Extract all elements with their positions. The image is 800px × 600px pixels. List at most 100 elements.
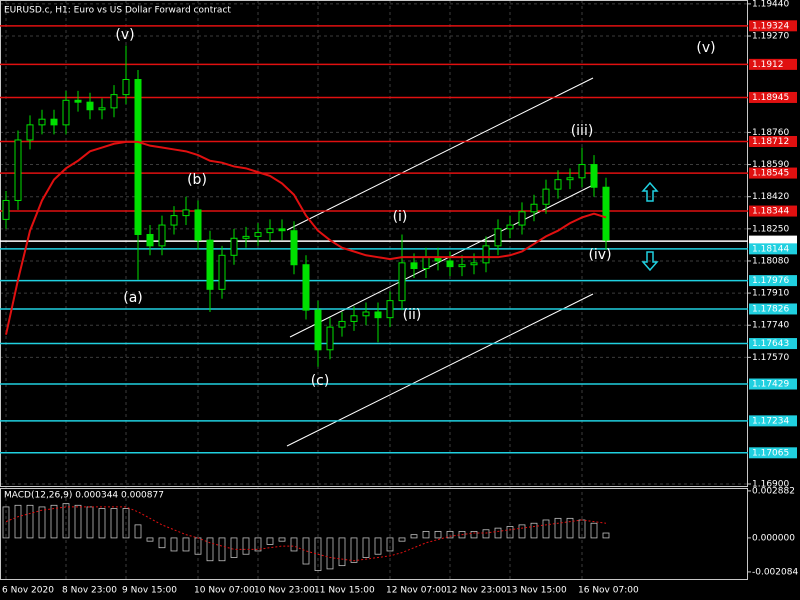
level-tag	[749, 91, 797, 103]
macd-bar	[218, 537, 226, 562]
macd-bar	[302, 537, 310, 565]
candle-body	[494, 228, 502, 247]
channel-upper	[286, 77, 594, 231]
level-label: 1.17826	[752, 304, 789, 314]
candle-body	[86, 101, 94, 111]
level-label: 1.18945	[752, 93, 789, 103]
macd-bar	[398, 537, 406, 542]
candle-body	[482, 245, 490, 264]
macd-bar	[50, 504, 58, 539]
level-label: 1.17065	[752, 448, 789, 458]
candle-body	[422, 256, 430, 270]
candle-body	[62, 99, 70, 126]
candle-body	[122, 78, 130, 96]
up-arrow	[641, 181, 659, 202]
level-tag	[749, 235, 797, 247]
wave-label: (i)	[393, 209, 408, 225]
macd-bar	[542, 519, 550, 539]
macd-bar	[146, 537, 154, 542]
macd-bar	[566, 517, 574, 539]
level-label: 1.17643	[752, 339, 789, 349]
level-label: 1.17234	[752, 416, 789, 426]
macd-bar	[434, 530, 442, 539]
macd-bar	[338, 537, 346, 567]
level-label: 1.18185	[752, 237, 789, 247]
x-tick-label: 12 Nov 23:00	[446, 586, 507, 596]
y-tick-label: 1.18760	[752, 128, 789, 138]
candle-body	[590, 164, 598, 188]
macd-bar	[422, 530, 430, 539]
x-tick-label: 10 Nov 23:00	[254, 586, 315, 596]
level-label: 1.18545	[752, 169, 789, 179]
macd-bar	[122, 508, 130, 539]
macd-bar	[206, 537, 214, 562]
candle-body	[566, 177, 574, 181]
wave-label: (v)	[115, 27, 134, 43]
candle-body	[218, 254, 226, 290]
y-tick-label: 1.18590	[752, 160, 789, 170]
candle-body	[266, 228, 274, 234]
candle-body	[458, 264, 466, 268]
level-tag	[749, 303, 797, 315]
macd-frame	[0, 488, 748, 580]
candle-body	[386, 300, 394, 319]
wave-label: (iii)	[571, 123, 594, 139]
candle-body	[26, 124, 34, 141]
candle-body	[350, 315, 358, 322]
y-tick-label: 1.18080	[752, 256, 789, 266]
wave-label: (v)	[696, 40, 715, 56]
candle-body	[194, 209, 202, 241]
macd-bar	[602, 532, 610, 539]
y-tick-label: 1.17570	[752, 353, 789, 363]
candle-body	[230, 237, 238, 256]
macd-bar	[554, 517, 562, 539]
candle-body	[554, 179, 562, 190]
macd-bar	[590, 522, 598, 539]
macd-bar	[374, 537, 382, 555]
x-tick-label: 10 Nov 07:00	[194, 586, 255, 596]
candle-body	[134, 78, 142, 235]
macd-bar	[470, 530, 478, 539]
candle-body	[98, 107, 106, 111]
level-label: 1.17976	[752, 276, 789, 286]
wave-label: (b)	[187, 172, 207, 188]
y-tick-label: 1.19270	[752, 32, 789, 42]
x-tick-label: 16 Nov 07:00	[578, 586, 639, 596]
macd-bar	[290, 537, 298, 552]
y-tick-label: 1.16900	[752, 480, 789, 490]
level-label: 1.18144	[752, 244, 789, 254]
macd-bar	[182, 537, 190, 552]
macd-bar	[74, 504, 82, 539]
y-tick-label: 1.19440	[752, 0, 789, 9]
channel-lower	[286, 293, 594, 447]
y-tick-label: 0.002882	[752, 486, 795, 496]
macd-bar	[386, 537, 394, 552]
candle-body	[530, 203, 538, 213]
candle-body	[242, 235, 250, 239]
candle-body	[542, 188, 550, 205]
candle-body	[206, 239, 214, 290]
level-tag	[749, 135, 797, 147]
candle-body	[38, 118, 46, 126]
y-tick-label: 1.18250	[752, 224, 789, 234]
candle-body	[338, 320, 346, 328]
macd-bar	[230, 537, 238, 558]
moving-average	[5, 140, 607, 335]
level-tag	[749, 205, 797, 217]
level-tag	[749, 338, 797, 350]
macd-bar	[242, 537, 250, 555]
level-tag	[749, 378, 797, 390]
candle-body	[290, 230, 298, 266]
macd-bar	[134, 524, 142, 539]
macd-bar	[254, 537, 262, 552]
level-tag	[749, 447, 797, 459]
main-frame	[0, 0, 748, 487]
macd-bar	[278, 537, 286, 542]
candle-body	[14, 139, 22, 201]
candle-body	[446, 260, 454, 268]
macd-bar	[506, 526, 514, 539]
wave-label: (a)	[123, 290, 143, 306]
x-tick-label: 11 Nov 15:00	[314, 586, 375, 596]
